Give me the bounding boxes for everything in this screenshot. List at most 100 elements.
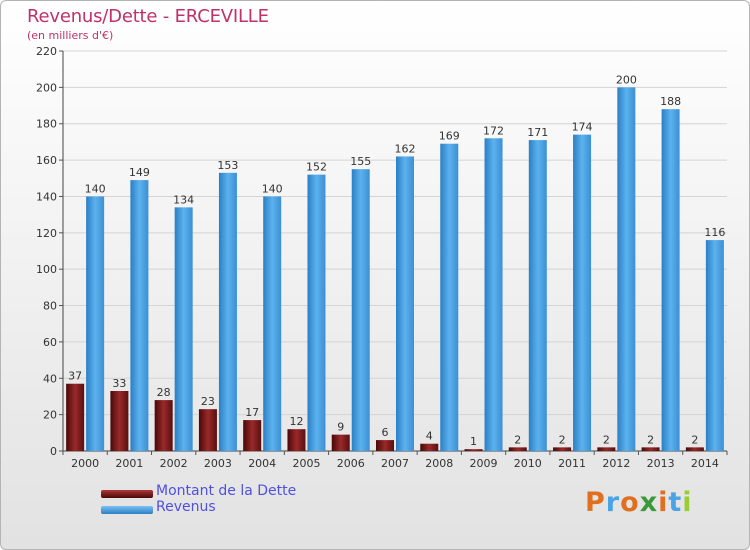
- x-tick-label: 2005: [292, 457, 320, 470]
- data-label-revenue: 149: [129, 166, 150, 179]
- logo-letter: x: [639, 487, 659, 518]
- bar-revenue: [218, 172, 237, 451]
- data-label-debt: 2: [559, 433, 566, 446]
- bar-debt: [464, 449, 483, 451]
- data-label-debt: 6: [382, 426, 389, 439]
- bar-revenue: [86, 196, 105, 451]
- y-tick-label: 40: [43, 372, 57, 385]
- bar-revenue: [661, 109, 680, 451]
- bar-revenue: [307, 174, 326, 452]
- y-tick-label: 160: [36, 154, 57, 167]
- x-tick-label: 2008: [425, 457, 453, 470]
- legend-swatch-debt: [101, 490, 153, 498]
- bar-debt: [287, 429, 306, 451]
- bar-debt: [243, 420, 262, 451]
- chart-subtitle: (en milliers d'€): [27, 29, 114, 42]
- bar-revenue: [528, 140, 547, 451]
- bar-revenue: [440, 143, 459, 451]
- data-label-revenue: 116: [704, 226, 725, 239]
- data-label-revenue: 134: [173, 193, 194, 206]
- y-tick-label: 120: [36, 227, 57, 240]
- y-tick-label: 0: [50, 445, 57, 458]
- y-tick-label: 60: [43, 336, 57, 349]
- x-tick-label: 2003: [204, 457, 232, 470]
- y-tick-label: 220: [36, 45, 57, 58]
- data-label-revenue: 140: [262, 182, 283, 195]
- bar-revenue: [705, 240, 724, 451]
- bar-revenue: [174, 207, 193, 451]
- data-label-revenue: 155: [350, 155, 371, 168]
- logo-letter: o: [620, 487, 640, 518]
- data-label-revenue: 153: [217, 159, 238, 172]
- data-label-revenue: 140: [85, 182, 106, 195]
- data-label-debt: 9: [337, 421, 344, 434]
- x-tick-label: 2004: [248, 457, 276, 470]
- bar-debt: [376, 440, 394, 451]
- x-tick-label: 2002: [160, 457, 188, 470]
- logo-letter: P: [585, 487, 606, 518]
- bar-debt: [553, 447, 572, 451]
- bar-debt: [685, 447, 704, 451]
- y-tick-label: 20: [43, 409, 57, 422]
- logo-letter: i: [682, 487, 693, 518]
- data-label-debt: 28: [157, 386, 171, 399]
- x-tick-label: 2009: [470, 457, 498, 470]
- data-label-revenue: 172: [483, 124, 504, 137]
- logo-letter: t: [668, 487, 683, 518]
- data-label-debt: 2: [691, 433, 698, 446]
- data-label-revenue: 169: [439, 130, 460, 143]
- legend-label-debt: Montant de la Dette: [156, 483, 297, 499]
- data-label-debt: 2: [647, 433, 654, 446]
- data-label-revenue: 188: [660, 95, 681, 108]
- bar-revenue: [573, 134, 592, 452]
- x-tick-label: 2012: [602, 457, 630, 470]
- x-tick-label: 2006: [337, 457, 365, 470]
- chart-title: Revenus/Dette - ERCEVILLE: [27, 6, 269, 27]
- bar-debt: [66, 383, 85, 451]
- bar-debt: [154, 400, 173, 451]
- data-label-debt: 23: [201, 395, 215, 408]
- x-tick-label: 2011: [558, 457, 586, 470]
- x-tick-label: 2010: [514, 457, 542, 470]
- data-label-debt: 2: [603, 433, 610, 446]
- bar-revenue: [130, 180, 149, 451]
- y-tick-label: 100: [36, 263, 57, 276]
- data-label-revenue: 174: [572, 121, 593, 134]
- bar-debt: [420, 443, 439, 451]
- data-label-debt: 37: [68, 370, 82, 383]
- bar-revenue: [484, 138, 503, 452]
- data-label-revenue: 171: [527, 126, 548, 139]
- data-label-debt: 2: [514, 433, 521, 446]
- logo-letter: i: [658, 487, 669, 518]
- data-label-debt: 4: [426, 430, 433, 443]
- x-tick-label: 2014: [691, 457, 719, 470]
- x-tick-label: 2013: [647, 457, 675, 470]
- bar-revenue: [396, 156, 414, 452]
- x-tick-label: 2000: [71, 457, 99, 470]
- bar-revenue: [351, 169, 370, 451]
- data-label-revenue: 162: [395, 142, 416, 155]
- data-label-revenue: 152: [306, 161, 327, 174]
- bar-debt: [641, 447, 660, 451]
- bar-debt: [110, 391, 129, 451]
- data-label-debt: 17: [245, 406, 259, 419]
- bar-debt: [597, 447, 616, 451]
- logo-letter: r: [605, 487, 621, 518]
- legend-label-revenue: Revenus: [156, 499, 216, 515]
- y-tick-label: 200: [36, 81, 57, 94]
- y-tick-label: 80: [43, 300, 57, 313]
- data-label-debt: 33: [112, 377, 126, 390]
- bar-debt: [508, 447, 527, 451]
- bar-debt: [331, 434, 350, 451]
- data-label-debt: 1: [470, 435, 477, 448]
- bar-debt: [198, 409, 217, 451]
- data-label-revenue: 200: [616, 73, 637, 86]
- y-tick-label: 140: [36, 190, 57, 203]
- legend-swatch-revenue: [101, 506, 153, 514]
- proxiti-logo: Proxiti: [585, 487, 693, 518]
- x-tick-label: 2001: [115, 457, 143, 470]
- data-label-debt: 12: [289, 415, 303, 428]
- bar-revenue: [617, 87, 636, 451]
